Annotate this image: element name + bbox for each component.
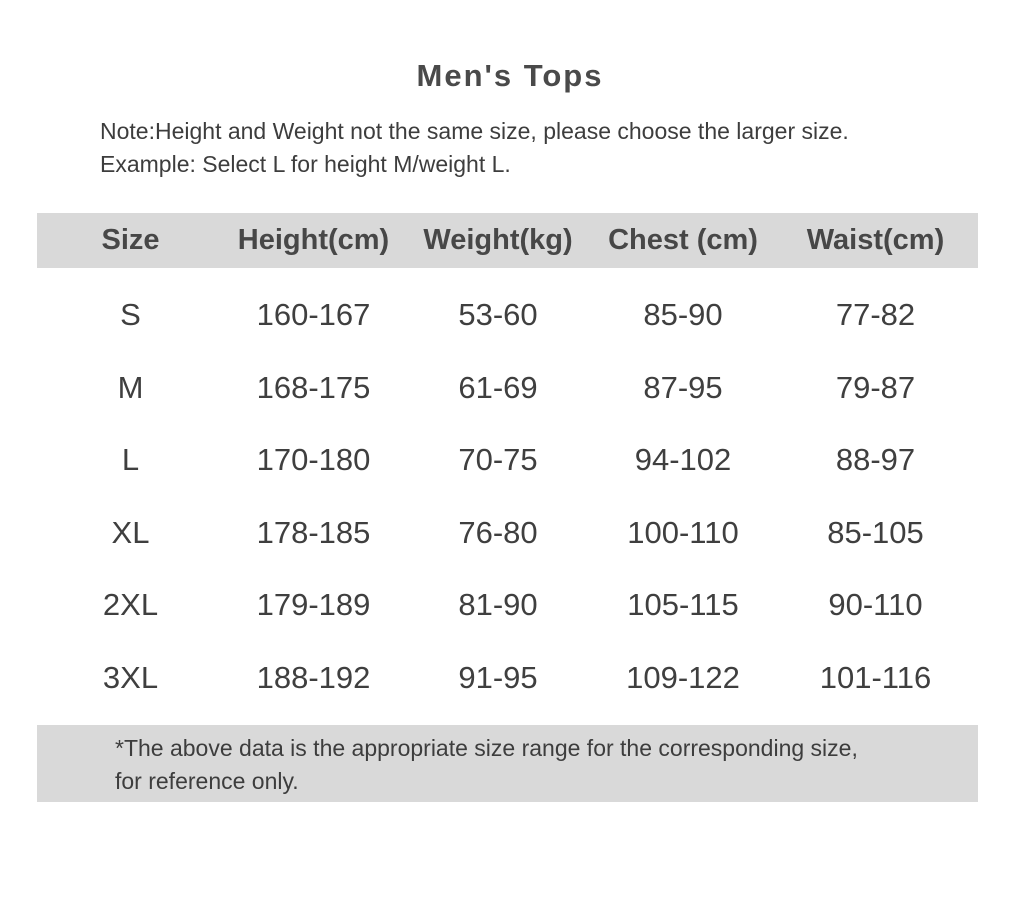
footer-line-1: *The above data is the appropriate size … xyxy=(115,735,858,761)
column-header-waist: Waist(cm) xyxy=(806,224,945,256)
note-line-1: Note:Height and Weight not the same size… xyxy=(100,118,849,144)
waist-cell: 85-105 xyxy=(827,514,924,550)
chest-cell: 87-95 xyxy=(643,369,723,405)
waist-cell: 90-110 xyxy=(828,587,923,623)
column-header-chest: Chest (cm) xyxy=(608,224,758,256)
table-row: M 168-175 61-69 87-95 79-87 xyxy=(37,352,978,425)
chest-cell: 105-115 xyxy=(627,587,739,623)
chest-cell: 85-90 xyxy=(643,297,723,333)
weight-cell: 53-60 xyxy=(458,297,538,333)
table-row: L 170-180 70-75 94-102 88-97 xyxy=(37,424,978,497)
size-cell: L xyxy=(121,442,140,478)
height-cell: 168-175 xyxy=(256,369,371,405)
table-row: XL 178-185 76-80 100-110 85-105 xyxy=(37,497,978,570)
column-header-weight: Weight(kg) xyxy=(423,224,573,256)
size-cell: S xyxy=(120,297,141,333)
footer-disclaimer: *The above data is the appropriate size … xyxy=(37,725,978,802)
chest-cell: 94-102 xyxy=(634,442,732,478)
weight-cell: 91-95 xyxy=(458,659,538,695)
size-chart-table-body: S 160-167 53-60 85-90 77-82 M 168-175 61… xyxy=(37,279,978,714)
size-cell: 2XL xyxy=(102,587,159,623)
height-cell: 170-180 xyxy=(256,442,371,478)
waist-cell: 88-97 xyxy=(835,442,916,478)
size-cell: 3XL xyxy=(102,659,159,695)
column-header-size: Size xyxy=(101,224,160,256)
height-cell: 160-167 xyxy=(256,297,371,333)
note-line-2: Example: Select L for height M/weight L. xyxy=(100,151,511,177)
weight-cell: 81-90 xyxy=(458,587,538,623)
page-title: Men's Tops xyxy=(416,58,604,93)
note-text: Note:Height and Weight not the same size… xyxy=(100,115,849,181)
chest-cell: 109-122 xyxy=(626,659,740,695)
weight-cell: 70-75 xyxy=(458,442,538,478)
table-row: 3XL 188-192 91-95 109-122 101-116 xyxy=(37,642,978,715)
size-cell: M xyxy=(117,369,144,405)
weight-cell: 61-69 xyxy=(458,369,538,405)
height-cell: 179-189 xyxy=(256,587,371,623)
weight-cell: 76-80 xyxy=(458,514,538,550)
table-row: 2XL 179-189 81-90 105-115 90-110 xyxy=(37,569,978,642)
chest-cell: 100-110 xyxy=(627,514,739,550)
waist-cell: 79-87 xyxy=(835,369,916,405)
waist-cell: 101-116 xyxy=(819,659,932,695)
column-header-height: Height(cm) xyxy=(237,224,390,256)
table-row: S 160-167 53-60 85-90 77-82 xyxy=(37,279,978,352)
table-header-row: Size Height(cm) Weight(kg) Chest (cm) Wa… xyxy=(37,213,978,268)
waist-cell: 77-82 xyxy=(835,297,916,333)
height-cell: 188-192 xyxy=(256,659,371,695)
height-cell: 178-185 xyxy=(256,514,371,550)
size-cell: XL xyxy=(111,514,150,550)
footer-line-2: for reference only. xyxy=(115,768,299,794)
